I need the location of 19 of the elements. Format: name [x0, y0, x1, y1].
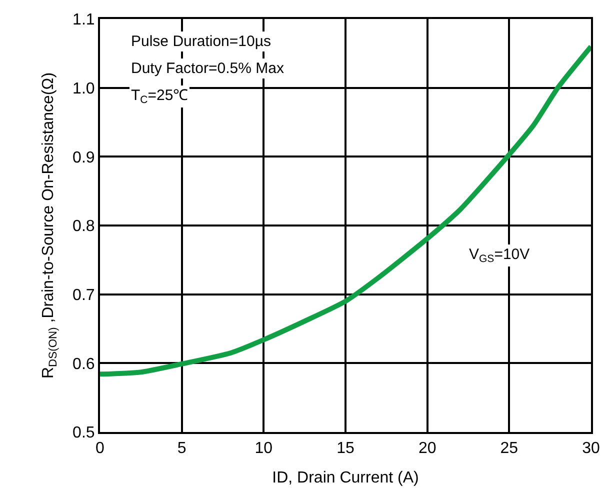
annotation: Duty Factor=0.5% Max	[131, 60, 284, 77]
annotation: T$_{C}$=25℃	[131, 87, 188, 106]
x-tick-label: 0	[96, 440, 105, 458]
y-tick-label: 0.8	[72, 218, 95, 236]
y-tick-label: 0.7	[72, 286, 95, 304]
y-tick-label: 0.5	[72, 424, 95, 442]
annotation: Pulse Duration=10µs	[131, 33, 271, 50]
y-tick-label: 1.0	[72, 80, 95, 98]
x-axis-title: ID, Drain Current (A)	[272, 469, 419, 486]
x-tick-label: 30	[582, 440, 600, 458]
y-tick-label: 0.9	[72, 149, 95, 166]
x-tick-label: 25	[500, 440, 518, 458]
y-tick-label: 1.1	[72, 12, 95, 29]
x-tick-label: 5	[177, 440, 186, 458]
x-tick-label: 15	[336, 440, 354, 458]
x-tick-label: 20	[418, 440, 436, 458]
text: V$_{GS}$=10V	[469, 246, 530, 266]
x-tick-label: 10	[254, 440, 273, 458]
y-tick-label: 0.6	[72, 356, 95, 373]
